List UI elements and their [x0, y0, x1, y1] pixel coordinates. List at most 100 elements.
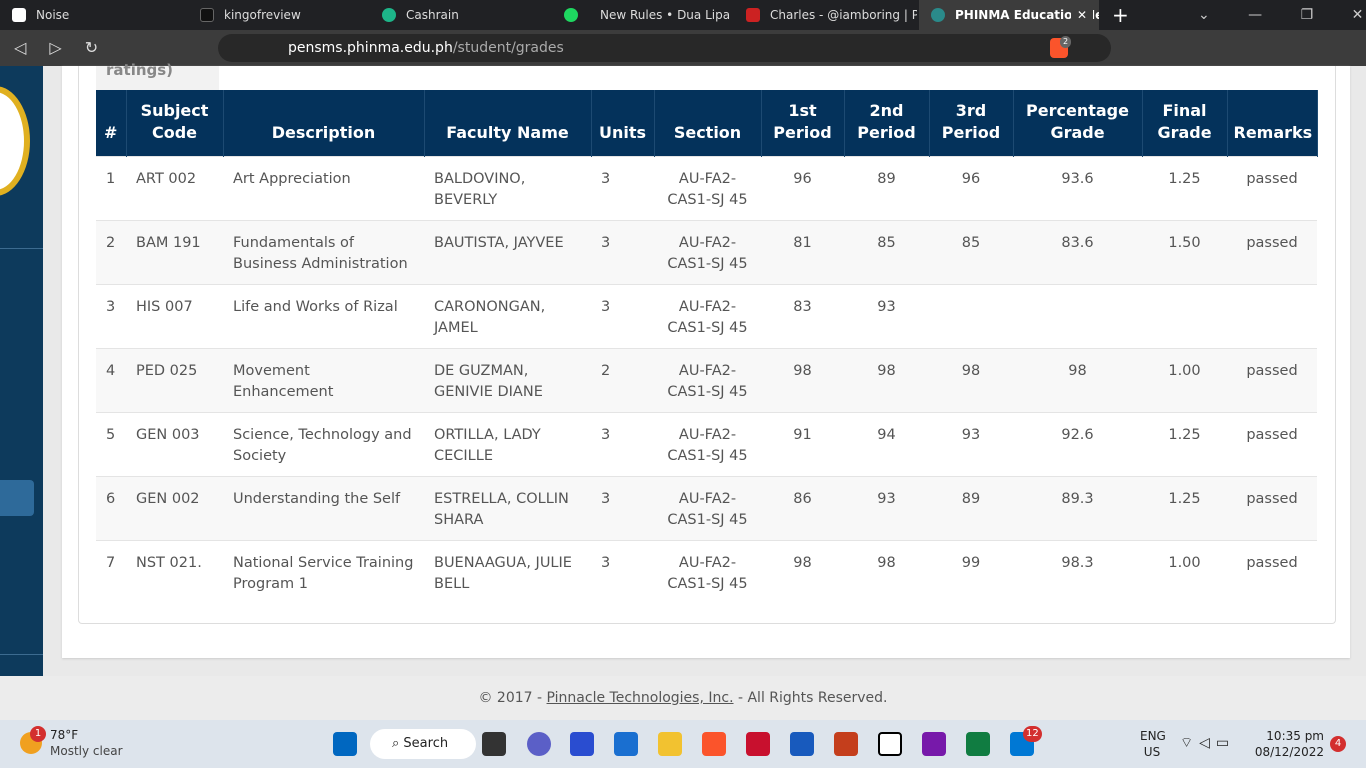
app-icon[interactable] [878, 732, 902, 756]
table-cell: 96 [929, 155, 1013, 220]
app-icon[interactable] [570, 732, 594, 756]
shield-badge: 2 [1060, 36, 1072, 48]
tab[interactable]: New Rules • Dua Lipa [552, 0, 732, 30]
table-cell: 1.25 [1142, 155, 1227, 220]
column-header: Percentage Grade [1013, 90, 1143, 156]
table-row: 4 PED 025 Movement Enhancement DE GUZMAN, G… [96, 347, 1317, 412]
table-cell: GEN 002 [126, 475, 223, 540]
table-cell: 99 [929, 539, 1013, 604]
app-icon[interactable] [922, 732, 946, 756]
column-header: 1st Period [761, 90, 845, 156]
table-cell [1013, 283, 1142, 348]
table-row: 1 ART 002 Art Appreciation BALDOVINO, BEVER… [96, 155, 1317, 220]
table-cell: 3 [591, 475, 654, 540]
new-tab[interactable]: + [1112, 3, 1129, 27]
sidebar [0, 66, 43, 676]
table-cell: 1.00 [1142, 539, 1227, 604]
table-cell: ORTILLA, LADY CECILLE [424, 411, 591, 476]
tab[interactable]: Charles - @iamboring | Pea [734, 0, 917, 30]
table-row: 7 NST 021. National Service Training Progr… [96, 539, 1317, 604]
table-cell: BAM 191 [126, 219, 223, 284]
app-icon[interactable] [834, 732, 858, 756]
table-cell: 1.25 [1142, 475, 1227, 540]
system-tray[interactable]: ⌔◁▭ [1180, 735, 1236, 751]
table-cell [929, 283, 1013, 348]
column-header: # [96, 90, 127, 156]
start-button[interactable] [333, 732, 357, 756]
app-icon[interactable] [702, 732, 726, 756]
table-cell: 93 [844, 283, 929, 348]
app-icon[interactable] [614, 732, 638, 756]
table-row: 2 BAM 191 Fundamentals of Business Adminis… [96, 219, 1317, 284]
region: US [1143, 745, 1161, 759]
table-cell: 3 [591, 219, 654, 284]
table-cell: passed [1227, 539, 1317, 604]
menu-item[interactable] [0, 480, 34, 516]
table-cell: National Service Training Program 1 [223, 539, 424, 604]
taskbar: 1 78°F Mostly clear ⌕ Search 12 ENG US ⌔… [0, 720, 1366, 768]
footer-link[interactable]: Pinnacle Technologies, Inc. [546, 690, 734, 706]
table-cell: passed [1227, 347, 1317, 412]
tab[interactable]: Noise [0, 0, 185, 30]
tab[interactable]: PHINMA Education Ne ✕ [919, 0, 1099, 30]
table-cell: Fundamentals of Business Administration [223, 219, 424, 284]
table-cell: 92.6 [1013, 411, 1142, 476]
url-path: /student/grades [452, 40, 564, 56]
table-cell: Art Appreciation [223, 155, 424, 220]
nav-buttons[interactable]: ◁ ▷ ↻ [14, 38, 99, 57]
app-icon[interactable] [746, 732, 770, 756]
table-cell: 3 [96, 283, 126, 348]
table-cell: 98.3 [1013, 539, 1142, 604]
table-row: 5 GEN 003 Science, Technology and Society O… [96, 411, 1317, 476]
table-cell: 5 [96, 411, 126, 476]
table-cell: GEN 003 [126, 411, 223, 476]
table-cell: 85 [929, 219, 1013, 284]
table-cell: 85 [844, 219, 929, 284]
close-icon[interactable]: ✕ [1070, 0, 1093, 30]
column-header: 3rd Period [929, 90, 1014, 156]
table-cell [1227, 283, 1317, 348]
tab-strip: Noise kingofreview Cashrain New Rules • … [0, 0, 1366, 30]
table-cell: 96 [761, 155, 844, 220]
table-cell: 91 [761, 411, 844, 476]
address-bar[interactable]: pensms.phinma.edu.ph/student/grades 2 [218, 34, 1111, 62]
app-icon[interactable] [658, 732, 682, 756]
table-cell: PED 025 [126, 347, 223, 412]
column-header: 2nd Period [844, 90, 930, 156]
table-cell: 94 [844, 411, 929, 476]
table-cell: passed [1227, 411, 1317, 476]
table-cell: 3 [591, 155, 654, 220]
app-icon[interactable] [527, 732, 551, 756]
table-cell: passed [1227, 219, 1317, 284]
app-icon[interactable] [482, 732, 506, 756]
table-cell: 4 [96, 347, 126, 412]
column-header: Units [591, 90, 655, 156]
table-cell: 1 [96, 155, 126, 220]
tab[interactable]: Cashrain [370, 0, 550, 30]
section-heading: ratings) [96, 63, 219, 90]
table-cell: 3 [591, 539, 654, 604]
logo [0, 86, 30, 196]
app-icon[interactable] [966, 732, 990, 756]
search-box[interactable]: ⌕ Search [370, 729, 476, 759]
url-host: pensms.phinma.edu.ph [288, 40, 453, 56]
window-controls[interactable]: ⌄ — ❐ ✕ [1198, 7, 1364, 23]
table-cell: 83.6 [1013, 219, 1142, 284]
table-cell: 2 [591, 347, 654, 412]
table-cell: passed [1227, 155, 1317, 220]
language[interactable]: ENG [1140, 729, 1166, 743]
tab-title: kingofreview [224, 8, 301, 22]
table-cell: 83 [761, 283, 844, 348]
table-cell: 98 [844, 347, 929, 412]
tab[interactable]: kingofreview [188, 0, 368, 30]
table-cell: 98 [1013, 347, 1142, 412]
app-icon[interactable] [790, 732, 814, 756]
tab-title: Cashrain [406, 8, 459, 22]
table-cell: AU-FA2-CAS1-SJ 45 [654, 411, 761, 476]
notification-badge[interactable]: 4 [1330, 736, 1346, 752]
weather-condition: Mostly clear [50, 744, 123, 758]
table-cell: CARONONGAN, JAMEL [424, 283, 591, 348]
clock-time[interactable]: 10:35 pm [1266, 729, 1324, 743]
table-cell: AU-FA2-CAS1-SJ 45 [654, 539, 761, 604]
grades-table: # Subject Code Description Faculty Name Unit… [96, 90, 1318, 604]
